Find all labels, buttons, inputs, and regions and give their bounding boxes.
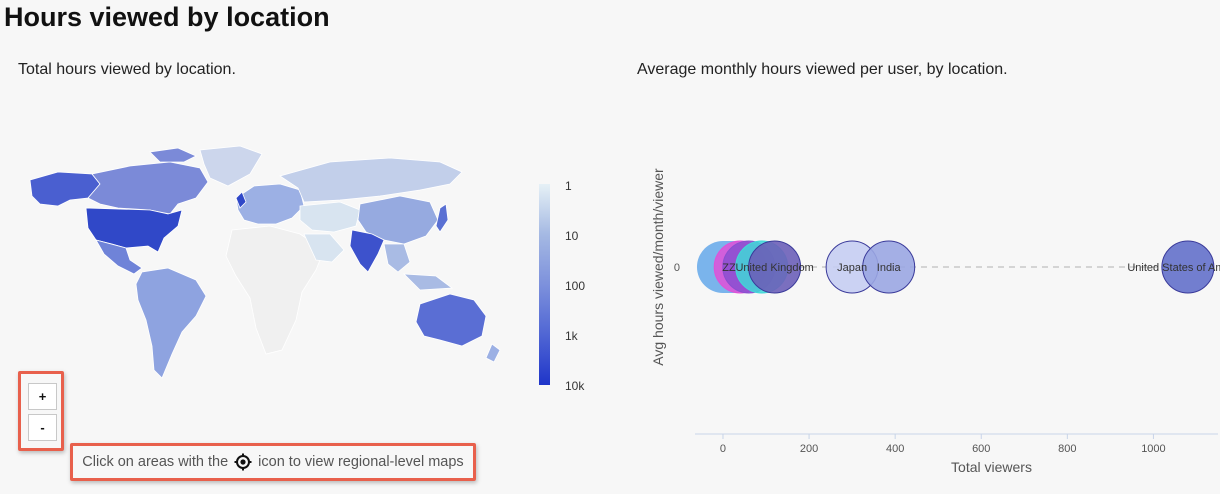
x-tick-label: 1000 — [1141, 443, 1165, 455]
legend-tick-10k: 10k — [565, 379, 585, 393]
legend-gradient-bar — [539, 184, 550, 385]
legend-tick-1: 1 — [565, 179, 572, 193]
hint-text-before: Click on areas with the — [82, 454, 229, 470]
legend-tick-1k: 1k — [565, 329, 578, 343]
bubble-point[interactable] — [748, 240, 802, 294]
x-tick-label: 800 — [1058, 443, 1076, 455]
bubble-chart: 0 200 400 600 800 1000 Total viewers Avg hours … — [650, 168, 1220, 475]
x-tick-label: 0 — [720, 443, 726, 455]
x-tick-label: 400 — [886, 443, 904, 455]
region-australia — [415, 293, 487, 347]
region-russia — [279, 157, 463, 203]
x-axis-title: Total viewers — [951, 459, 1032, 475]
legend-tick-100: 100 — [565, 279, 586, 293]
region-alaska — [29, 171, 101, 207]
bubble-label: ZZ — [722, 262, 736, 274]
bubble-point[interactable] — [862, 240, 916, 294]
region-southeast-asia — [383, 243, 454, 291]
region-arabia — [303, 233, 345, 263]
region-china — [357, 195, 439, 245]
legend-tick-10: 10 — [565, 229, 579, 243]
region-uk — [235, 191, 247, 209]
y-axis-title: Avg hours viewed/month/viewer — [650, 168, 666, 366]
bubble-chart-subtitle: Average monthly hours viewed per user, b… — [637, 61, 1008, 78]
region-canada-islands — [149, 147, 197, 163]
world-choropleth-map[interactable] — [0, 140, 530, 390]
region-japan — [435, 203, 449, 233]
region-south-america — [135, 267, 207, 379]
bubble-point[interactable] — [1161, 240, 1215, 294]
map-subtitle: Total hours viewed by location. — [18, 61, 236, 78]
zoom-out-button[interactable]: - — [28, 414, 57, 441]
bubble-label: United Kingdom — [735, 262, 813, 274]
bubble-label: India — [877, 262, 902, 274]
hint-text-after: icon to view regional-level maps — [258, 454, 464, 470]
bubble-label: Japan — [837, 262, 867, 274]
region-india — [349, 229, 385, 273]
zoom-controls: + - — [18, 371, 64, 451]
x-tick-label: 600 — [972, 443, 990, 455]
locate-target-icon — [234, 453, 252, 471]
page-title: Hours viewed by location — [4, 2, 330, 32]
region-mexico — [95, 239, 143, 275]
region-africa — [225, 225, 325, 355]
region-greenland — [199, 145, 263, 187]
x-tick-label: 200 — [800, 443, 818, 455]
region-central-asia — [299, 201, 361, 233]
y-tick-label: 0 — [674, 262, 680, 274]
zoom-in-button[interactable]: + — [28, 383, 57, 410]
bubble-label: United States of America — [1127, 262, 1220, 274]
region-europe — [235, 183, 305, 225]
region-canada — [87, 161, 209, 215]
color-scale-legend: 1 10 100 1k 10k — [536, 179, 606, 393]
regional-maps-hint: Click on areas with the icon to view reg… — [70, 443, 476, 481]
region-new-zealand — [485, 343, 501, 363]
